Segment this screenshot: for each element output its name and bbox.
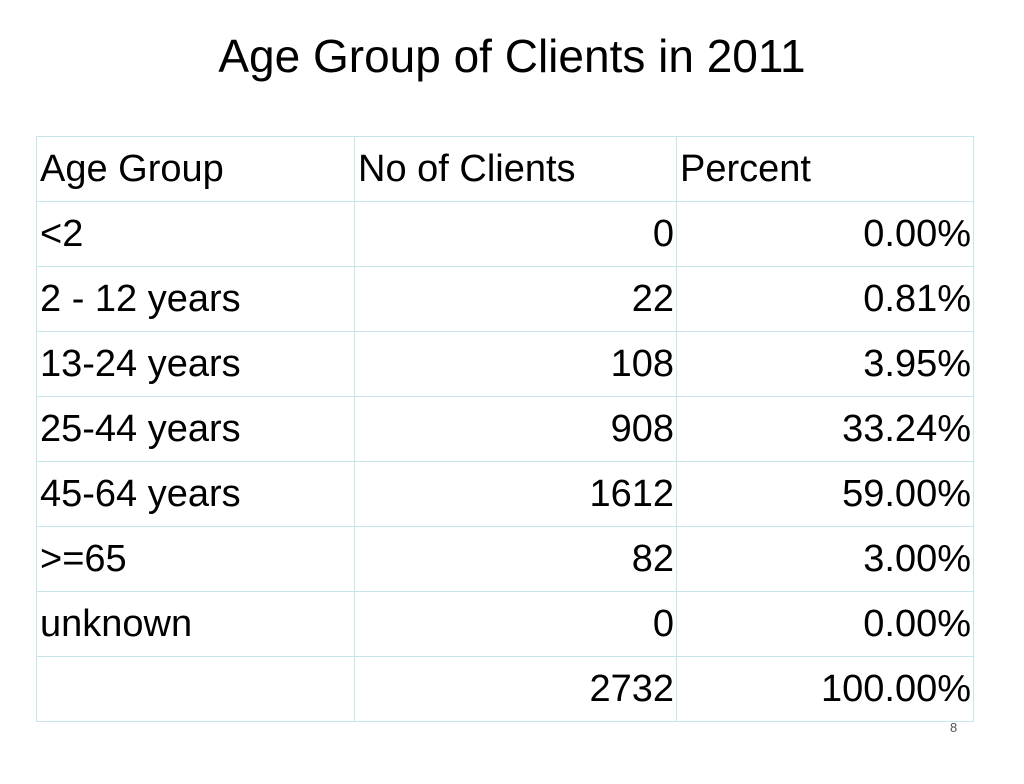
total-label-cell — [36, 656, 355, 722]
client-count-cell: 0 — [354, 591, 677, 657]
table-row: 45-64 years 1612 59.00% — [36, 461, 974, 527]
client-count-cell: 1612 — [354, 461, 677, 527]
percent-cell: 3.00% — [676, 526, 974, 592]
age-group-cell: unknown — [36, 591, 355, 657]
client-count-cell: 908 — [354, 396, 677, 462]
table-header-row: Age Group No of Clients Percent — [36, 136, 974, 202]
header-no-of-clients: No of Clients — [354, 136, 677, 202]
age-group-cell: 45-64 years — [36, 461, 355, 527]
client-count-cell: 82 — [354, 526, 677, 592]
percent-cell: 0.00% — [676, 201, 974, 267]
age-group-cell: >=65 — [36, 526, 355, 592]
table-row: >=65 82 3.00% — [36, 526, 974, 592]
percent-cell: 59.00% — [676, 461, 974, 527]
total-client-count-cell: 2732 — [354, 656, 677, 722]
table-row: 13-24 years 108 3.95% — [36, 331, 974, 397]
age-group-cell: 2 - 12 years — [36, 266, 355, 332]
percent-cell: 33.24% — [676, 396, 974, 462]
client-count-cell: 22 — [354, 266, 677, 332]
table-row: 25-44 years 908 33.24% — [36, 396, 974, 462]
percent-cell: 0.00% — [676, 591, 974, 657]
client-count-cell: 108 — [354, 331, 677, 397]
percent-cell: 0.81% — [676, 266, 974, 332]
age-group-table: Age Group No of Clients Percent <2 0 0.0… — [36, 136, 974, 722]
table-row: <2 0 0.00% — [36, 201, 974, 267]
age-group-cell: 13-24 years — [36, 331, 355, 397]
header-percent: Percent — [676, 136, 974, 202]
slide-title: Age Group of Clients in 2011 — [218, 30, 806, 82]
age-group-cell: 25-44 years — [36, 396, 355, 462]
slide-number: 8 — [950, 720, 958, 735]
total-percent-cell: 100.00% — [676, 656, 974, 722]
header-age-group: Age Group — [36, 136, 355, 202]
table-total-row: 2732 100.00% — [36, 656, 974, 722]
client-count-cell: 0 — [354, 201, 677, 267]
percent-cell: 3.95% — [676, 331, 974, 397]
age-group-cell: <2 — [36, 201, 355, 267]
table-row: 2 - 12 years 22 0.81% — [36, 266, 974, 332]
table-row: unknown 0 0.00% — [36, 591, 974, 657]
